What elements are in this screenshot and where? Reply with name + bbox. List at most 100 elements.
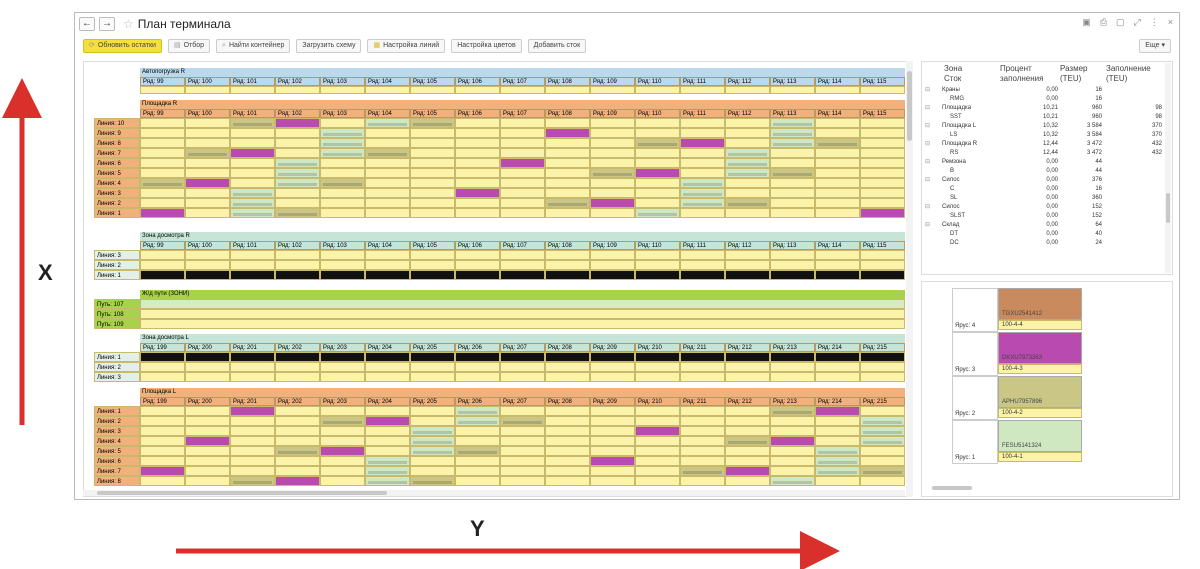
grid-cell[interactable] [770,250,815,260]
grid-cell[interactable] [230,270,275,280]
grid-cell[interactable] [725,456,770,466]
grid-cell[interactable] [185,270,230,280]
column-header[interactable]: Ряд: 108 [545,241,590,250]
grid-cell[interactable] [860,188,905,198]
grid-cell[interactable] [230,168,275,178]
grid-cell[interactable] [185,260,230,270]
grid-cell[interactable] [590,416,635,426]
grid-cell[interactable] [590,198,635,208]
row-label[interactable]: Линия: 8 [94,476,140,486]
grid-cell[interactable] [365,158,410,168]
grid-cell[interactable] [545,138,590,148]
grid-cell[interactable] [320,250,365,260]
grid-cell[interactable] [500,250,545,260]
tree-row[interactable]: ⊟ Площадка L 10,32 3 584 370 [922,122,1166,130]
grid-cell[interactable] [815,426,860,436]
grid-cell[interactable] [320,426,365,436]
grid-cell[interactable] [770,456,815,466]
grid-cell[interactable] [545,270,590,280]
grid-cell[interactable] [680,406,725,416]
grid-cell[interactable] [725,148,770,158]
grid-cell[interactable] [635,270,680,280]
row-label[interactable]: Линия: 6 [94,158,140,168]
container-block[interactable]: APHU7957896 [998,376,1082,408]
grid-cell[interactable] [320,138,365,148]
grid-cell[interactable] [140,406,185,416]
row-label[interactable]: Линия: 8 [94,138,140,148]
grid-cell[interactable] [140,178,185,188]
grid-cell[interactable] [680,476,725,486]
grid-cell[interactable] [725,198,770,208]
grid-cell[interactable] [410,168,455,178]
grid-cell[interactable] [140,466,185,476]
column-header[interactable]: Ряд: 215 [860,397,905,406]
grid-cell[interactable] [590,208,635,218]
tree-row[interactable]: DC 0,00 24 [922,239,1166,247]
column-header[interactable]: Ряд: 110 [635,77,680,86]
grid-cell[interactable] [410,158,455,168]
grid-cell[interactable] [500,270,545,280]
plan-vertical-scrollbar[interactable] [906,61,913,497]
column-header[interactable]: Ряд: 209 [590,343,635,352]
grid-cell[interactable] [185,446,230,456]
grid-cell[interactable] [860,148,905,158]
grid-cell[interactable] [185,86,230,94]
grid-cell[interactable] [770,118,815,128]
column-header[interactable]: Ряд: 108 [545,77,590,86]
grid-cell[interactable] [365,128,410,138]
grid-cell[interactable] [590,466,635,476]
grid-cell[interactable] [140,372,185,382]
grid-cell[interactable] [455,178,500,188]
grid-cell[interactable] [275,158,320,168]
rail-track[interactable] [140,319,905,329]
container-block[interactable]: FESU5141324 [998,420,1082,452]
grid-cell[interactable] [680,416,725,426]
more-button[interactable]: Еще ▾ [1139,39,1171,53]
grid-cell[interactable] [410,270,455,280]
grid-cell[interactable] [410,466,455,476]
grid-cell[interactable] [275,178,320,188]
collapse-icon[interactable]: ⊟ [925,141,931,147]
grid-cell[interactable] [770,446,815,456]
grid-cell[interactable] [770,178,815,188]
column-header[interactable]: Ряд: 104 [365,241,410,250]
grid-cell[interactable] [545,158,590,168]
grid-cell[interactable] [680,446,725,456]
column-header[interactable]: Ряд: 111 [680,109,725,118]
stock-tree-table[interactable]: Зона Сток Процент заполнения Размер (TEU) З… [921,61,1173,275]
grid-cell[interactable] [860,436,905,446]
grid-cell[interactable] [545,118,590,128]
grid-cell[interactable] [410,188,455,198]
grid-cell[interactable] [185,118,230,128]
grid-cell[interactable] [185,466,230,476]
grid-cell[interactable] [770,270,815,280]
grid-cell[interactable] [500,436,545,446]
tree-scrollbar[interactable] [1165,63,1171,273]
grid-cell[interactable] [230,372,275,382]
row-label[interactable]: Линия: 1 [94,406,140,416]
grid-cell[interactable] [185,352,230,362]
grid-cell[interactable] [635,208,680,218]
grid-cell[interactable] [545,178,590,188]
grid-cell[interactable] [140,188,185,198]
plan-horizontal-scrollbar[interactable] [83,490,905,496]
grid-cell[interactable] [320,436,365,446]
grid-cell[interactable] [680,250,725,260]
grid-cell[interactable] [725,436,770,446]
grid-cell[interactable] [455,476,500,486]
grid-cell[interactable] [725,158,770,168]
grid-cell[interactable] [590,436,635,446]
close-icon[interactable]: × [1167,17,1173,27]
grid-cell[interactable] [230,250,275,260]
column-header[interactable]: Ряд: 211 [680,343,725,352]
column-header[interactable]: Ряд: 115 [860,241,905,250]
column-header[interactable]: Ряд: 200 [185,397,230,406]
link-icon[interactable]: ⤢ [1133,17,1141,27]
collapse-icon[interactable]: ⊟ [925,123,931,129]
tree-row[interactable]: RMG 0,00 16 [922,95,1166,103]
grid-cell[interactable] [275,476,320,486]
grid-cell[interactable] [455,426,500,436]
column-header[interactable]: Ряд: 100 [185,241,230,250]
grid-cell[interactable] [680,208,725,218]
column-header[interactable]: Ряд: 107 [500,77,545,86]
